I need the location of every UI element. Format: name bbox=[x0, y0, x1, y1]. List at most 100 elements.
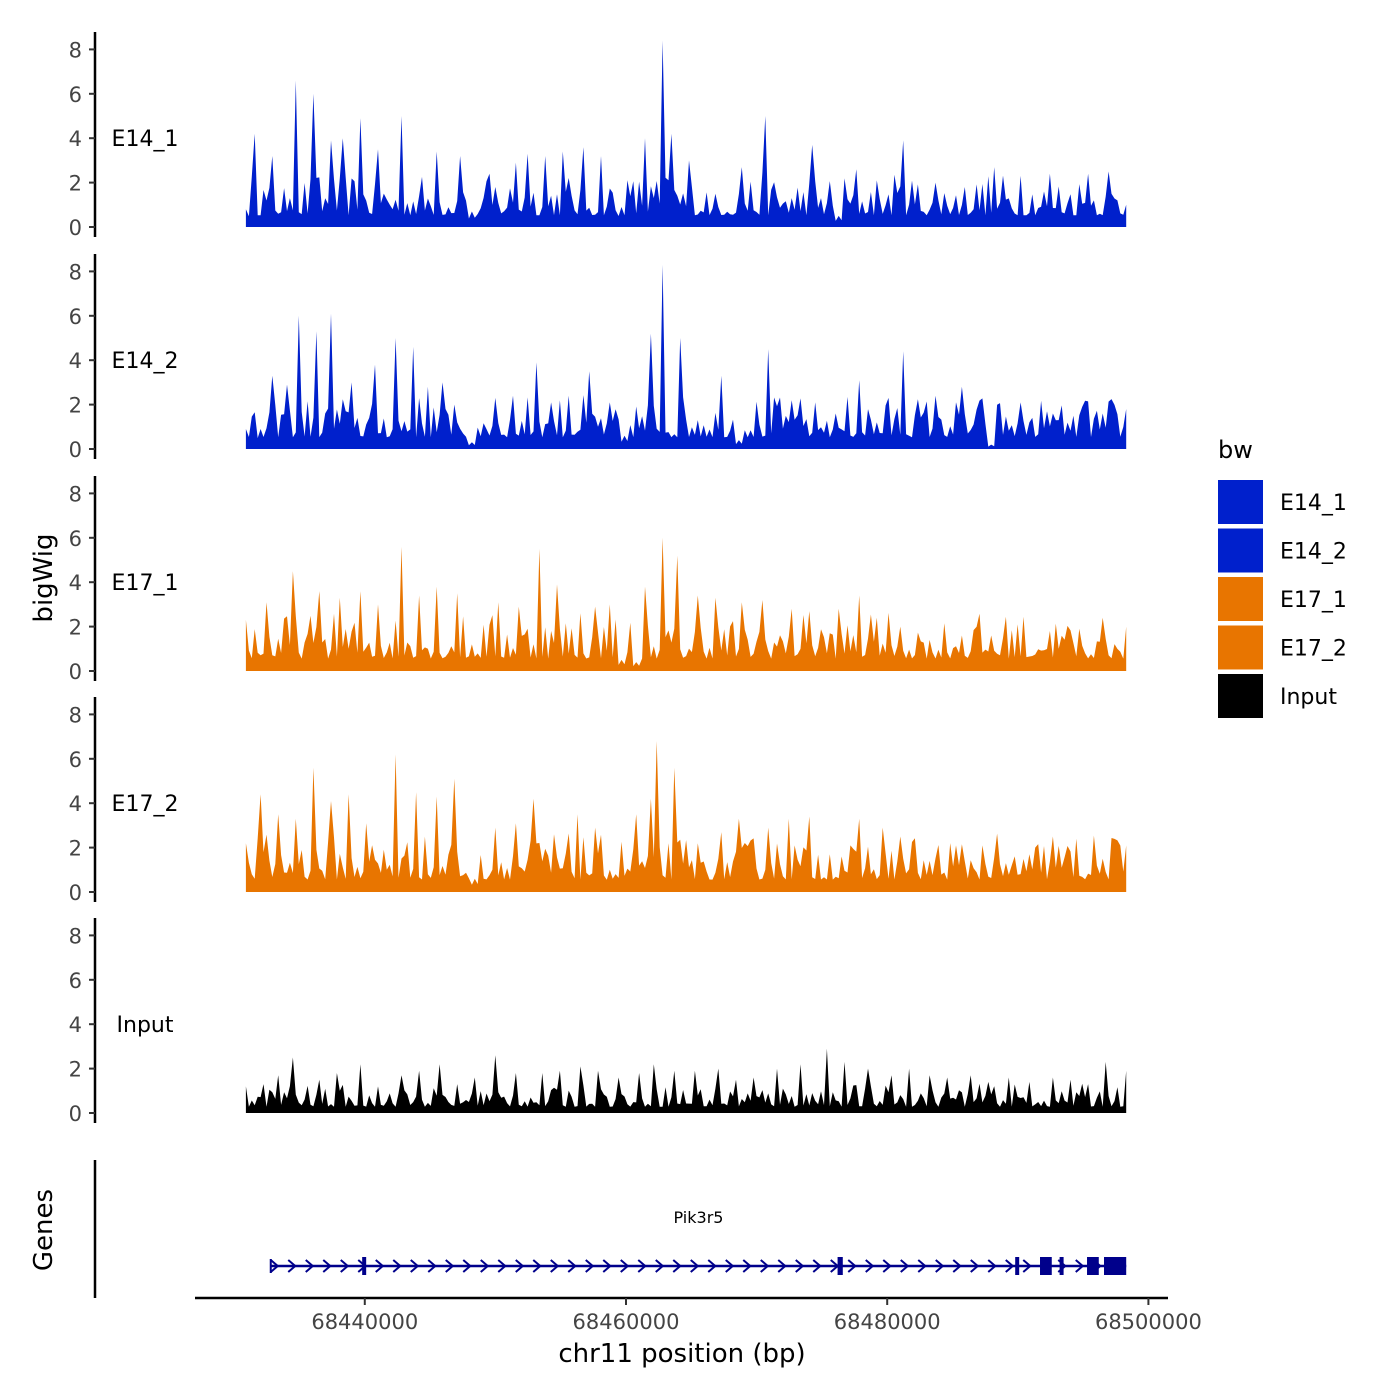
track-label: Input bbox=[117, 1013, 174, 1038]
legend-label: Input bbox=[1280, 685, 1337, 710]
exon-block bbox=[1059, 1257, 1064, 1275]
signal-area bbox=[245, 264, 1127, 449]
strand-arrow bbox=[497, 1259, 507, 1273]
strand-arrow bbox=[655, 1259, 665, 1273]
signal-area bbox=[245, 40, 1127, 227]
x-tick-label: 68500000 bbox=[1095, 1310, 1202, 1334]
legend-swatch bbox=[1218, 528, 1263, 573]
x-tick-label: 68440000 bbox=[311, 1310, 418, 1334]
x-tick-label: 68480000 bbox=[834, 1310, 941, 1334]
y-tick-label: 4 bbox=[69, 1013, 82, 1037]
exon-block bbox=[1104, 1257, 1127, 1275]
legend-swatch bbox=[1218, 625, 1263, 670]
y-tick-label: 2 bbox=[69, 172, 82, 196]
strand-arrow bbox=[287, 1259, 297, 1273]
y-tick-label: 8 bbox=[69, 924, 82, 948]
strand-arrow bbox=[445, 1259, 455, 1273]
y-tick-label: 6 bbox=[69, 969, 82, 993]
y-tick-label: 6 bbox=[69, 527, 82, 551]
strand-arrow bbox=[322, 1259, 332, 1273]
strand-arrow bbox=[410, 1259, 420, 1273]
track-panel-e14-2: 0 2 4 6 8 E14_2 bbox=[69, 254, 1127, 462]
strand-arrow bbox=[742, 1259, 752, 1273]
strand-arrow bbox=[480, 1259, 490, 1273]
y-tick-label: 6 bbox=[69, 305, 82, 329]
y-tick-label: 8 bbox=[69, 482, 82, 506]
track-panel-input: 0 2 4 6 8 Input bbox=[69, 918, 1127, 1126]
y-tick-label: 4 bbox=[69, 792, 82, 816]
y-tick-label: 0 bbox=[69, 881, 82, 905]
strand-arrow bbox=[270, 1259, 280, 1273]
y-tick-label: 2 bbox=[69, 1058, 82, 1082]
legend-title: bw bbox=[1218, 436, 1253, 464]
strand-arrow bbox=[812, 1259, 822, 1273]
exon-block bbox=[362, 1257, 367, 1275]
track-label: E14_2 bbox=[112, 349, 179, 374]
track-label: E17_1 bbox=[112, 571, 179, 596]
gene-name-label: Pik3r5 bbox=[674, 1208, 724, 1227]
strand-arrow bbox=[585, 1259, 595, 1273]
strand-arrow bbox=[375, 1259, 385, 1273]
legend-swatch bbox=[1218, 480, 1263, 524]
strand-arrow bbox=[602, 1259, 612, 1273]
exon-block bbox=[1087, 1257, 1099, 1275]
strand-arrow bbox=[865, 1259, 875, 1273]
y-tick-label: 2 bbox=[69, 616, 82, 640]
strand-arrow bbox=[707, 1259, 717, 1273]
strand-arrow bbox=[672, 1259, 682, 1273]
strand-arrow bbox=[725, 1259, 735, 1273]
strand-arrow bbox=[917, 1259, 927, 1273]
strand-arrow bbox=[637, 1259, 647, 1273]
legend-label: E14_1 bbox=[1280, 491, 1347, 516]
strand-arrow bbox=[550, 1259, 560, 1273]
strand-arrow bbox=[567, 1259, 577, 1273]
strand-arrow bbox=[847, 1259, 857, 1273]
strand-arrow bbox=[427, 1259, 437, 1273]
y-tick-label: 4 bbox=[69, 127, 82, 151]
track-panel-e14-1: 0 2 4 6 8 E14_1 bbox=[69, 32, 1127, 240]
signal-area bbox=[245, 741, 1127, 892]
legend-label: E17_1 bbox=[1280, 588, 1347, 613]
legend-swatch bbox=[1218, 577, 1263, 621]
track-panel-e17-2: 0 2 4 6 8 E17_2 bbox=[69, 697, 1127, 905]
legend-label: E17_2 bbox=[1280, 637, 1347, 662]
strand-arrow bbox=[690, 1259, 700, 1273]
strand-arrow bbox=[882, 1259, 892, 1273]
y-tick-label: 0 bbox=[69, 1102, 82, 1126]
strand-arrow bbox=[305, 1259, 315, 1273]
strand-arrow bbox=[1075, 1259, 1085, 1273]
x-axis-title: chr11 position (bp) bbox=[558, 1339, 805, 1369]
x-tick-label: 68460000 bbox=[573, 1310, 680, 1334]
strand-arrow bbox=[620, 1259, 630, 1273]
strand-arrow bbox=[795, 1259, 805, 1273]
legend-label: E14_2 bbox=[1280, 540, 1347, 565]
strand-arrow bbox=[935, 1259, 945, 1273]
y-tick-label: 8 bbox=[69, 703, 82, 727]
strand-arrow bbox=[777, 1259, 787, 1273]
strand-arrow bbox=[900, 1259, 910, 1273]
strand-arrow bbox=[970, 1259, 980, 1273]
strand-arrow bbox=[462, 1259, 472, 1273]
y-tick-label: 2 bbox=[69, 837, 82, 861]
signal-area bbox=[245, 1048, 1127, 1113]
y-tick-label: 0 bbox=[69, 438, 82, 462]
strand-arrow bbox=[392, 1259, 402, 1273]
exon-block bbox=[1040, 1257, 1052, 1275]
exon-block bbox=[1015, 1257, 1020, 1275]
strand-arrow bbox=[952, 1259, 962, 1273]
gene-panel: Pik3r5 bbox=[93, 1160, 1127, 1298]
y-tick-label: 0 bbox=[69, 660, 82, 684]
genes-panel-title: Genes bbox=[29, 1189, 59, 1271]
signal-area bbox=[245, 537, 1127, 671]
track-label: E14_1 bbox=[112, 127, 179, 152]
legend-swatch bbox=[1218, 674, 1263, 718]
strand-arrow bbox=[760, 1259, 770, 1273]
y-tick-label: 2 bbox=[69, 394, 82, 418]
exon-block bbox=[837, 1257, 843, 1275]
track-panel-e17-1: 0 2 4 6 8 E17_1 bbox=[69, 476, 1127, 684]
strand-arrow bbox=[1005, 1259, 1015, 1273]
track-label: E17_2 bbox=[112, 792, 179, 817]
y-tick-label: 6 bbox=[69, 83, 82, 107]
gene-model: Pik3r5 bbox=[269, 1208, 1127, 1275]
